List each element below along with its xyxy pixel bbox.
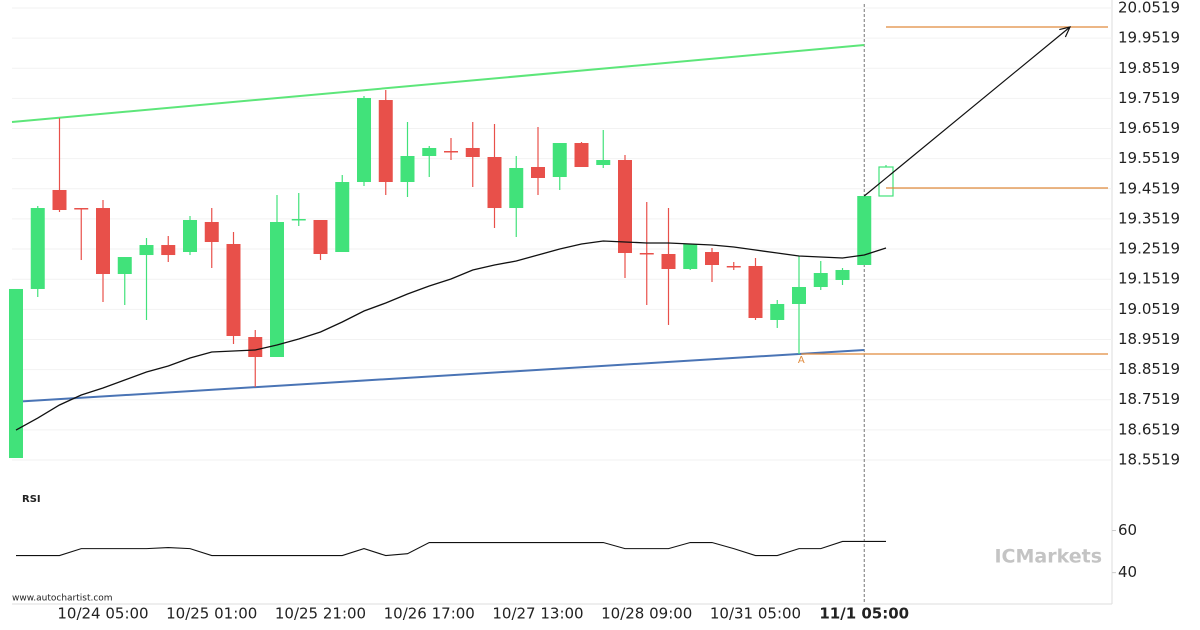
x-tick-label: 10/25 21:00 [275,605,366,623]
candle-body [639,253,654,255]
y-tick-label: 19.4519 [1118,179,1180,197]
candle-body [661,253,676,270]
candle-body [313,220,328,254]
y-tick-label: 18.9519 [1118,330,1180,348]
candle-body [248,337,263,357]
y-tick-label: 19.9519 [1118,29,1180,47]
x-tick-label: 10/28 09:00 [601,605,692,623]
candle-body [335,182,350,253]
arrow-head [1059,26,1072,38]
candle-body [400,156,415,183]
candle-body [552,143,567,178]
candle-body [139,245,154,256]
x-tick-label: 10/26 17:00 [384,605,475,623]
candle-body [9,288,23,459]
candle-body [487,156,502,209]
candle-body [74,208,89,210]
candle-body [878,166,894,197]
source: www.autochartist.com [12,594,113,604]
candle-body [291,218,306,221]
candle-body [748,265,763,319]
candle-body [857,195,872,265]
x-tick-label: 10/24 05:00 [57,605,148,623]
candle-body [30,208,45,289]
candle-body [770,303,785,320]
resistance-line [11,43,865,124]
candle-body [596,160,611,166]
y-tick-label: 19.7519 [1118,89,1180,107]
y-tick-label: 19.0519 [1118,300,1180,318]
y-tick-label: 19.1519 [1118,270,1180,288]
y-tick-label: 18.7519 [1118,390,1180,408]
candle-body [835,269,850,281]
candle-body [792,286,806,304]
y-tick-label: 18.5519 [1118,450,1180,468]
y-tick-label: 18.6519 [1118,420,1180,438]
x-tick-label: 10/25 01:00 [166,605,257,623]
candle-body [444,151,458,153]
x-tick-label: 11/1 05:00 [819,605,909,623]
candle-body [378,100,393,183]
y-tick-label: 40 [1118,563,1137,581]
x-tick-label: 10/31 05:00 [710,605,801,623]
candle-body [705,252,719,265]
candle-body [813,273,828,287]
candle-body [52,189,67,211]
panel-title: RSI [22,494,41,505]
y-tick-label: 19.3519 [1118,209,1180,227]
support-line [11,349,865,404]
y-tick-label: 60 [1118,521,1137,539]
candle-body [509,167,524,209]
candle-body [618,160,632,254]
candle-body [422,147,437,157]
candle-body [465,147,480,157]
x-tick-label: 10/27 13:00 [492,605,583,623]
candle-body [161,245,176,256]
candle-body [96,208,110,275]
y-tick-label: 19.5519 [1118,149,1180,167]
moving-average [15,240,887,431]
level-label: A [798,355,805,366]
y-tick-label: 20.0519 [1118,0,1180,16]
candle-body [726,265,741,268]
candle-body [183,220,197,253]
candle-body [226,243,241,336]
candle-body [683,243,698,270]
candle-body [204,221,219,243]
y-tick-label: 19.6519 [1118,119,1180,137]
y-tick-label: 19.2519 [1118,240,1180,258]
candle-body [117,257,132,275]
candle-body [357,97,371,183]
rsi-line [16,540,886,557]
candle-body [270,221,284,357]
arrow [863,26,1071,197]
logo: ICMarkets [994,546,1102,568]
candle-body [531,167,545,178]
y-tick-label: 18.8519 [1118,360,1180,378]
y-tick-label: 19.8519 [1118,59,1180,77]
candle-body [574,143,589,168]
